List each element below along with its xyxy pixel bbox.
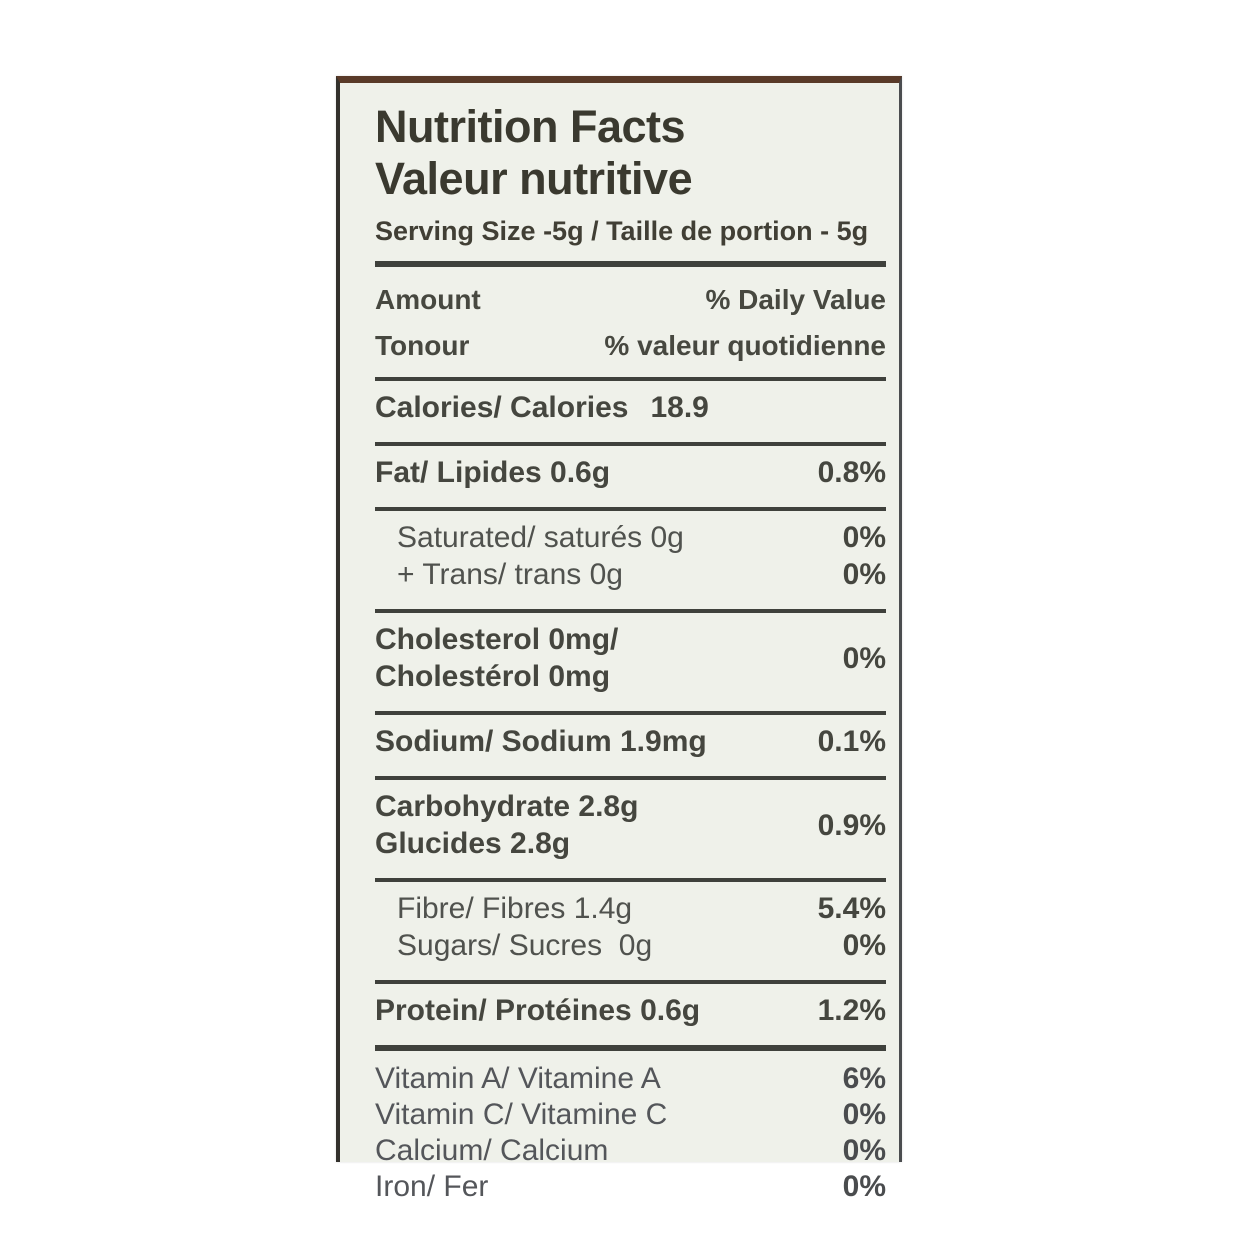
saturated-trans-labels: Saturated/ saturés 0g + Trans/ trans 0g — [375, 519, 684, 593]
saturated-trans-values: 0% 0% — [843, 519, 886, 593]
calories-left: Calories/ Calories 18.9 — [375, 389, 709, 426]
calories-label: Calories/ Calories — [375, 391, 629, 424]
sodium-label: Sodium/ Sodium 1.9mg — [375, 725, 707, 758]
iron-daily-value: 0% — [842, 1170, 886, 1203]
title-english: Nutrition Facts — [375, 101, 686, 152]
column-header: Amount % Daily Value Tonour % valeur quo… — [375, 277, 886, 369]
iron-label: Iron/ Fer — [375, 1170, 489, 1203]
divider-top-thick — [375, 261, 886, 267]
fat-label: Fat/ Lipides 0.6g — [375, 456, 611, 489]
saturated-trans-group: Saturated/ saturés 0g + Trans/ trans 0g … — [375, 511, 886, 601]
column-header-line-fr: Tonour % valeur quotidienne — [375, 323, 886, 369]
fibre-label: Fibre/ Fibres 1.4g — [397, 892, 633, 925]
vitamin-c-daily-value: 0% — [842, 1098, 886, 1131]
carbohydrate-labels: Carbohydrate 2.8g Glucides 2.8g — [375, 788, 638, 862]
carbohydrate-daily-value: 0.9% — [817, 808, 886, 842]
column-header-line-en: Amount % Daily Value — [375, 277, 886, 323]
carbohydrate-label-fr: Glucides 2.8g — [375, 827, 571, 860]
daily-value-label-fr: % valeur quotidienne — [604, 330, 886, 361]
sugars-daily-value: 0% — [842, 929, 886, 962]
daily-value-label-en: % Daily Value — [705, 284, 886, 315]
calcium-daily-value: 0% — [842, 1134, 886, 1167]
protein-daily-value: 1.2% — [817, 994, 886, 1027]
serving-size-text: Serving Size -5g / Taille de portion - 5… — [375, 216, 869, 246]
vitamin-a-row: Vitamin A/ Vitamine A 6% — [375, 1061, 886, 1097]
divider — [375, 609, 886, 613]
divider — [375, 377, 886, 381]
divider — [375, 980, 886, 984]
divider-bottom-thick — [375, 1045, 886, 1051]
calories-value: 18.9 — [650, 391, 709, 424]
cholesterol-label-en: Cholesterol 0mg/ — [375, 623, 619, 656]
amount-label-en: Amount — [375, 284, 481, 315]
title-french: Valeur nutritive — [375, 153, 693, 204]
vitamin-c-label: Vitamin C/ Vitamine C — [375, 1098, 668, 1131]
sugars-label: Sugars/ Sucres 0g — [397, 929, 653, 962]
divider — [375, 711, 886, 715]
cholesterol-row: Cholesterol 0mg/ Cholestérol 0mg 0% — [375, 613, 886, 703]
carbohydrate-row: Carbohydrate 2.8g Glucides 2.8g 0.9% — [375, 780, 886, 870]
fibre-sugars-group: Fibre/ Fibres 1.4g Sugars/ Sucres 0g 5.4… — [375, 882, 886, 972]
calcium-label: Calcium/ Calcium — [375, 1134, 609, 1167]
protein-row: Protein/ Protéines 0.6g 1.2% — [375, 984, 886, 1037]
calories-row: Calories/ Calories 18.9 — [375, 381, 886, 434]
protein-label: Protein/ Protéines 0.6g — [375, 994, 701, 1027]
divider — [375, 878, 886, 882]
cholesterol-labels: Cholesterol 0mg/ Cholestérol 0mg — [375, 621, 618, 695]
amount-label-fr: Tonour — [375, 330, 470, 361]
micronutrients-section: Vitamin A/ Vitamine A 6% Vitamin C/ Vita… — [375, 1051, 886, 1205]
fibre-sugars-labels: Fibre/ Fibres 1.4g Sugars/ Sucres 0g — [375, 890, 652, 964]
vitamin-a-label: Vitamin A/ Vitamine A — [375, 1062, 661, 1095]
fibre-sugars-values: 5.4% 0% — [818, 890, 886, 964]
sodium-row: Sodium/ Sodium 1.9mg 0.1% — [375, 715, 886, 768]
saturated-label: Saturated/ saturés 0g — [397, 521, 684, 554]
carbohydrate-label-en: Carbohydrate 2.8g — [375, 790, 639, 823]
cholesterol-daily-value: 0% — [842, 641, 886, 675]
cholesterol-label-fr: Cholestérol 0mg — [375, 660, 611, 693]
divider — [375, 442, 886, 446]
divider — [375, 776, 886, 780]
nutrition-facts-label: Nutrition Facts Valeur nutritive Serving… — [336, 76, 902, 1203]
vitamin-a-daily-value: 6% — [842, 1062, 886, 1095]
saturated-daily-value: 0% — [842, 521, 886, 554]
fibre-daily-value: 5.4% — [817, 892, 886, 925]
divider — [375, 507, 886, 511]
vitamin-c-row: Vitamin C/ Vitamine C 0% — [375, 1097, 886, 1133]
fat-row: Fat/ Lipides 0.6g 0.8% — [375, 446, 886, 499]
fat-daily-value: 0.8% — [817, 456, 886, 489]
sodium-daily-value: 0.1% — [817, 725, 886, 758]
trans-label: + Trans/ trans 0g — [397, 558, 623, 591]
trans-daily-value: 0% — [842, 558, 886, 591]
iron-row: Iron/ Fer 0% — [375, 1169, 886, 1205]
calcium-row: Calcium/ Calcium 0% — [375, 1133, 886, 1169]
